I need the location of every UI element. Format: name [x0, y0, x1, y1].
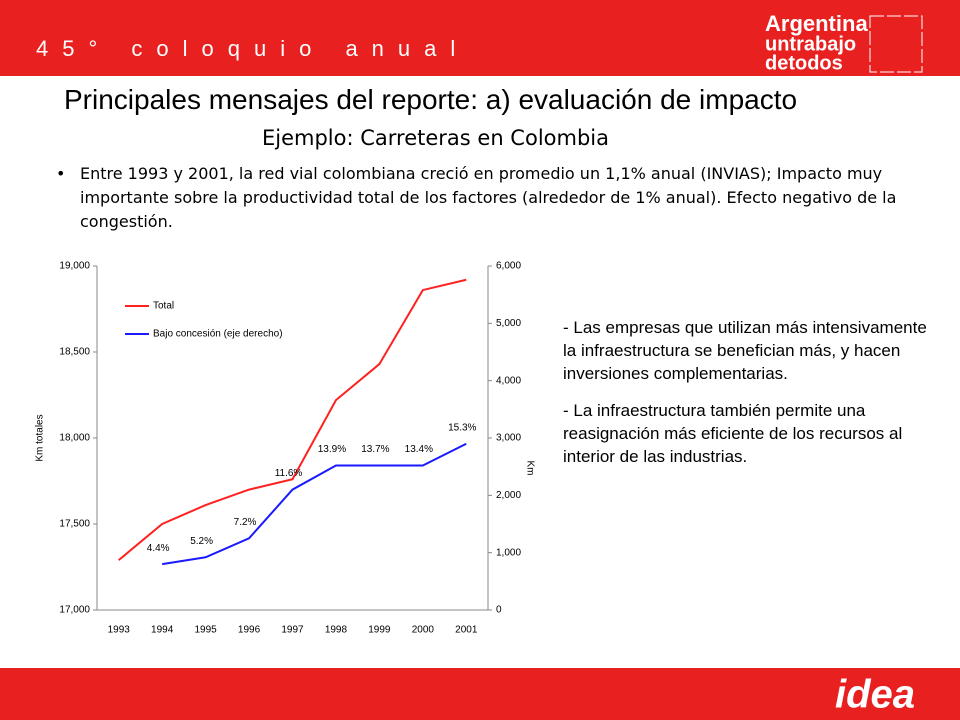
x-tick-label: 1998 — [325, 625, 348, 636]
subtitle: Ejemplo: Carreteras en Colombia — [262, 126, 609, 150]
logo-line: untrabajo — [765, 33, 856, 55]
logo-line: Argentina — [765, 11, 868, 36]
y2-tick-label: 6,000 — [496, 261, 521, 272]
y-tick-label: 17,500 — [59, 519, 90, 530]
x-tick-label: 1993 — [108, 625, 131, 636]
header-band — [0, 0, 960, 76]
bullet-text: Entre 1993 y 2001, la red vial colombian… — [80, 164, 897, 231]
footer-logo: idea — [835, 673, 915, 717]
y2-tick-label: 3,000 — [496, 433, 521, 444]
footer-band — [0, 668, 960, 720]
annotation: 15.3% — [448, 422, 476, 433]
side-paragraph: - Las empresas que utilizan más intensiv… — [563, 318, 927, 383]
y2-tick-label: 1,000 — [496, 547, 521, 558]
annotation: 5.2% — [190, 536, 213, 547]
x-tick-label: 1999 — [368, 625, 391, 636]
y-axis-label: Km totales — [35, 414, 46, 461]
y2-tick-label: 4,000 — [496, 375, 521, 386]
bullet: • Entre 1993 y 2001, la red vial colombi… — [56, 162, 916, 234]
annotation: 7.2% — [234, 517, 257, 528]
x-tick-label: 1995 — [194, 625, 217, 636]
title: Principales mensajes del reporte: a) eva… — [64, 84, 798, 115]
y2-axis-label: Km — [524, 461, 535, 476]
bullet-dot: • — [56, 164, 66, 183]
side-text: - Las empresas que utilizan más intensiv… — [563, 316, 928, 468]
logo-icons — [869, 15, 923, 73]
event-name: 45° coloquio anual — [36, 36, 469, 61]
x-tick-label: 2000 — [412, 625, 435, 636]
legend-label: Total — [153, 301, 174, 312]
chart: 17,000 17,500 18,000 18,500 19,000 0 1,000 2,00… — [35, 261, 536, 636]
series-line — [162, 442, 467, 566]
y-tick-label: 17,000 — [59, 605, 90, 616]
y-tick-label: 19,000 — [59, 261, 90, 272]
y2-tick-label: 0 — [496, 605, 502, 616]
x-tick-label: 1996 — [238, 625, 261, 636]
annotation: 4.4% — [147, 543, 170, 554]
y2-tick-label: 2,000 — [496, 490, 521, 501]
x-tick-label: 2001 — [455, 625, 478, 636]
annotation: 11.6% — [275, 468, 303, 479]
logo-line: detodos — [765, 52, 843, 74]
annotation: 13.7% — [361, 444, 389, 455]
y-tick-label: 18,500 — [59, 347, 90, 358]
y-tick-label: 18,000 — [59, 433, 90, 444]
y2-tick-label: 5,000 — [496, 318, 521, 329]
annotation: 13.4% — [405, 444, 433, 455]
x-tick-label: 1994 — [151, 625, 174, 636]
series-line — [118, 278, 467, 561]
side-paragraph: - La infraestructura también permite una… — [563, 401, 903, 466]
annotation: 13.9% — [318, 444, 346, 455]
x-tick-label: 1997 — [281, 625, 304, 636]
legend-label: Bajo concesión (eje derecho) — [153, 329, 283, 340]
